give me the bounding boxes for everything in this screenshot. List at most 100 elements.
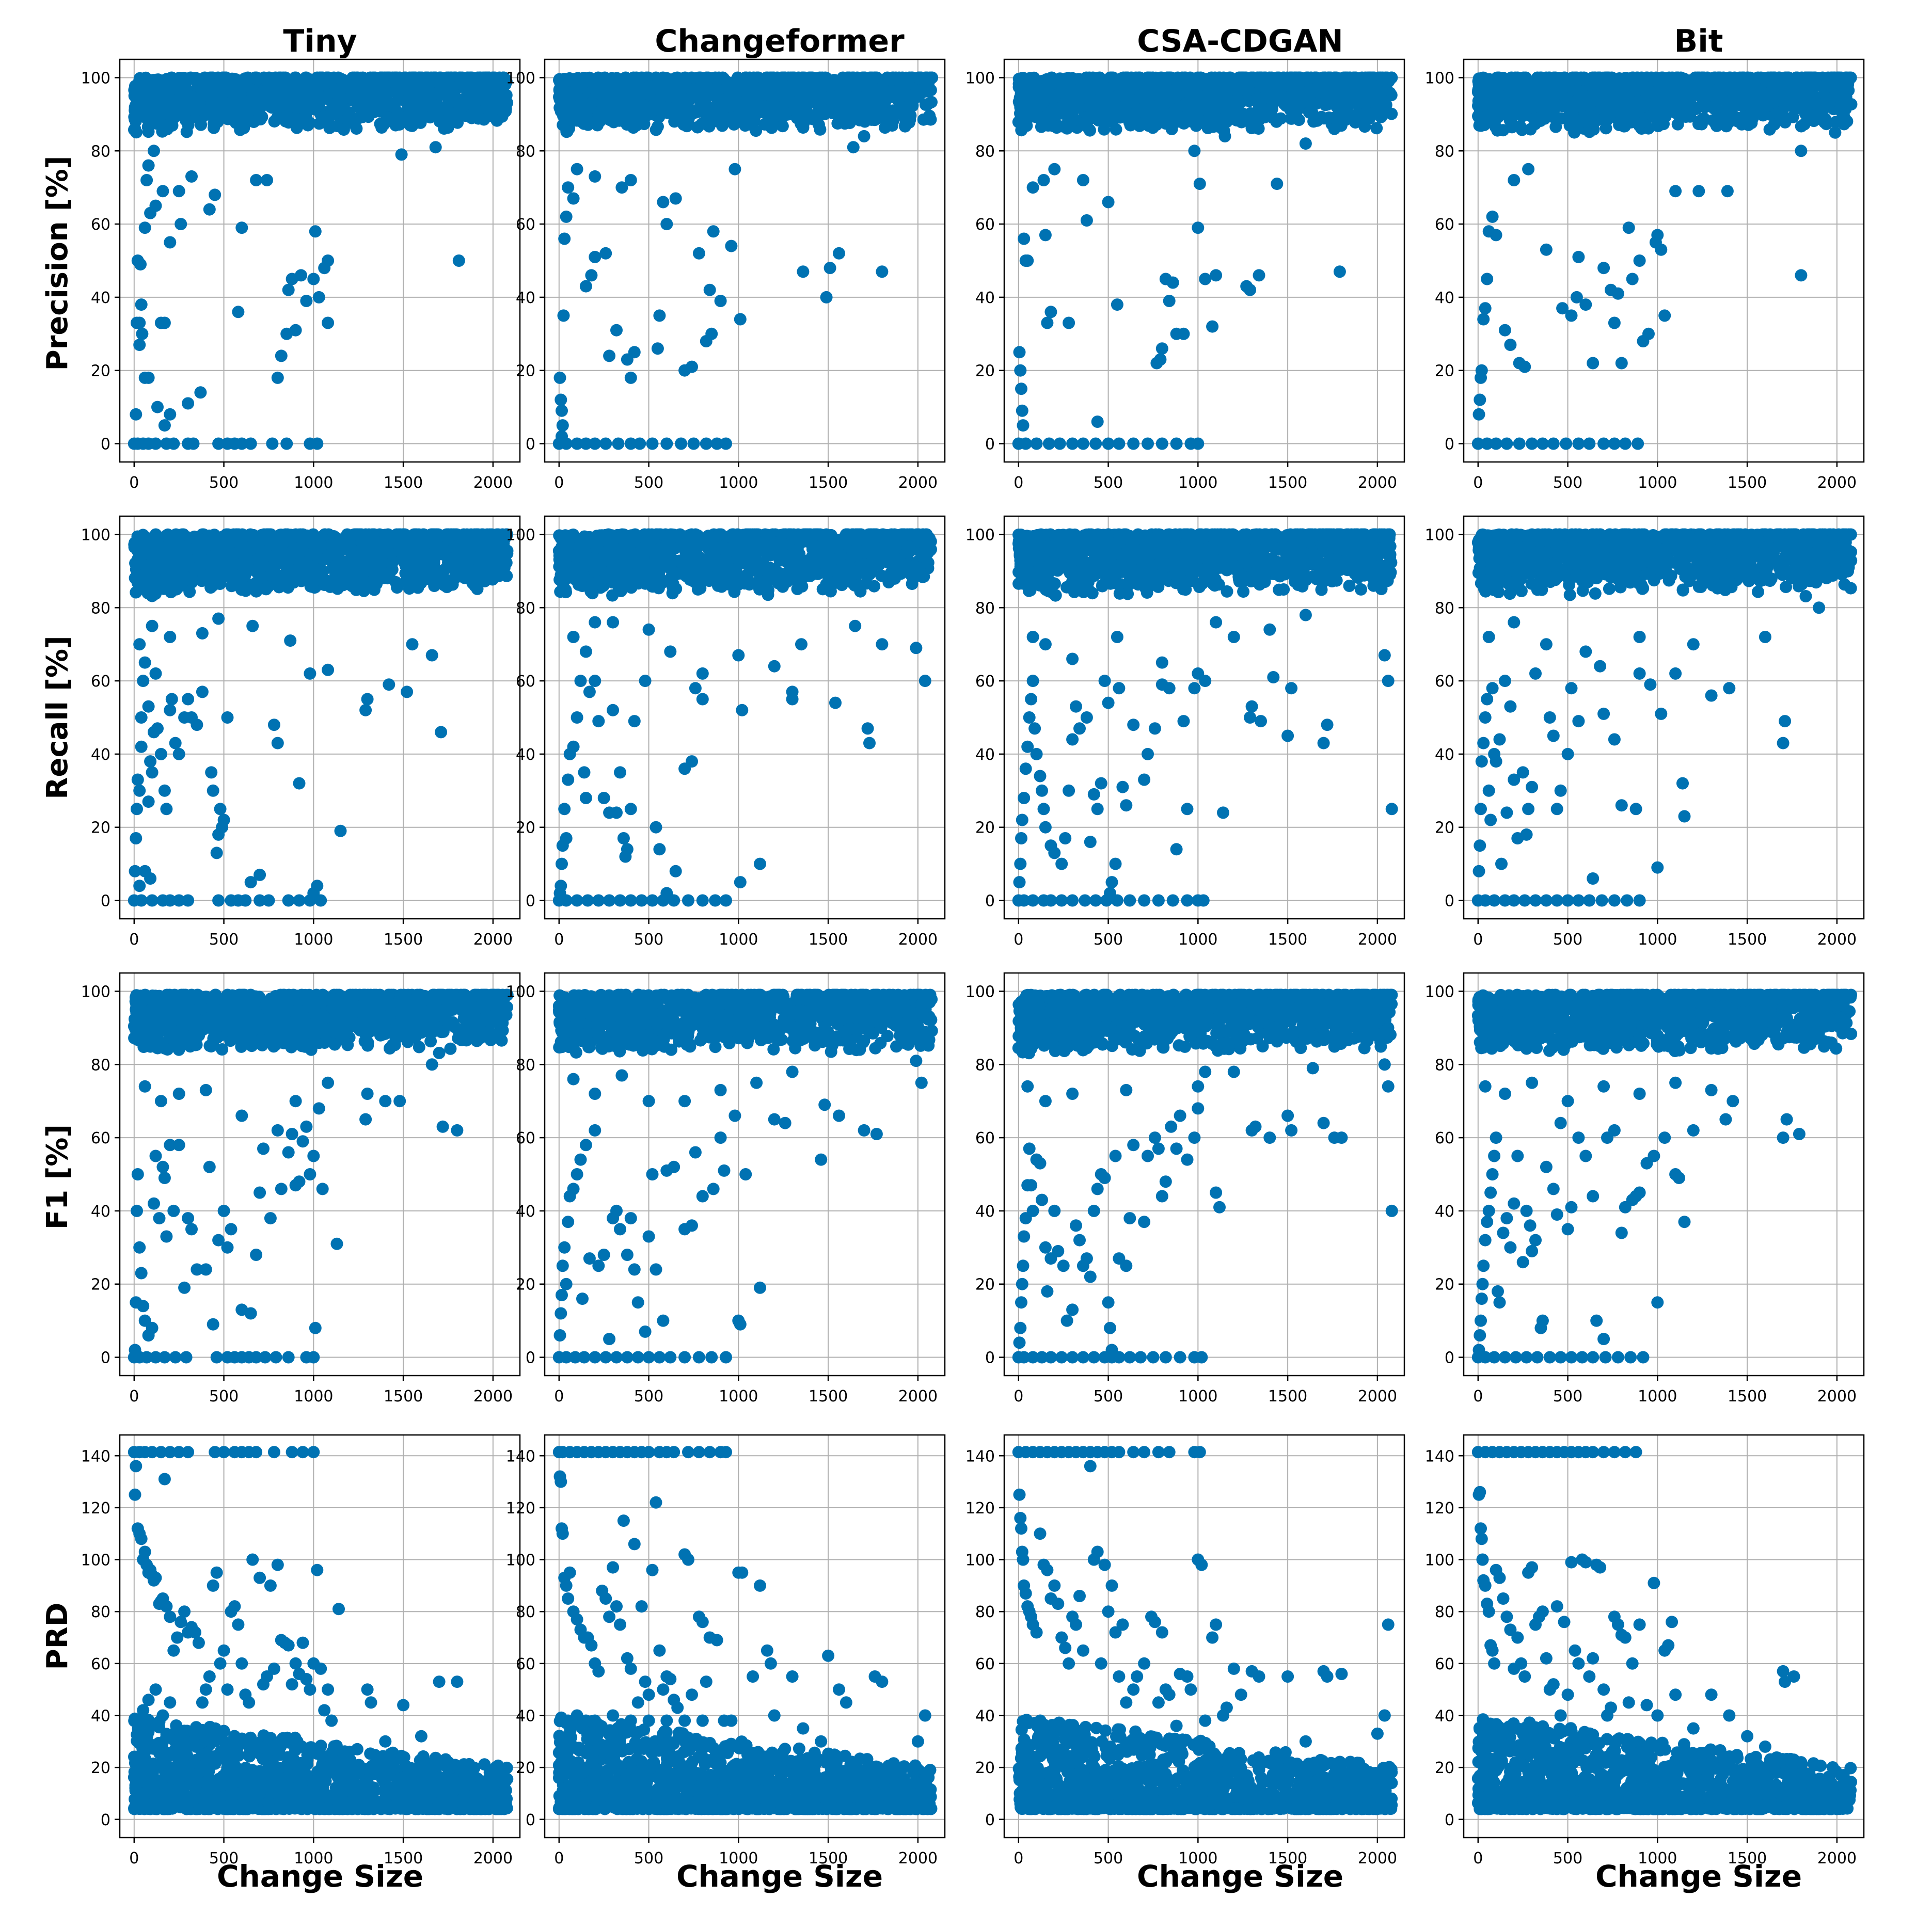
data-point [805, 72, 818, 84]
data-point [1111, 298, 1123, 311]
data-point [1255, 72, 1268, 84]
data-point [646, 438, 659, 450]
row-label-recall: Recall [%] [41, 635, 74, 799]
data-point [275, 349, 288, 362]
data-point [1540, 244, 1553, 256]
data-point [1596, 103, 1609, 115]
data-point [1537, 438, 1549, 450]
data-point [1617, 84, 1629, 97]
data-point [1016, 405, 1028, 417]
data-point [559, 75, 572, 87]
data-point [424, 111, 436, 123]
data-point [1845, 98, 1858, 110]
data-point [1612, 288, 1624, 300]
data-point [1110, 123, 1122, 136]
data-point [300, 295, 312, 307]
data-point [653, 309, 666, 322]
data-point [900, 89, 912, 102]
y-tick-label: 20 [975, 362, 995, 380]
data-point [1138, 106, 1150, 118]
y-tick-label: 100 [81, 69, 110, 87]
panel-1-1: 0 500 1000 1500 2000020406080100 [81, 59, 520, 492]
data-point [1768, 72, 1780, 84]
data-point [1077, 174, 1089, 186]
data-point [1820, 77, 1833, 90]
data-point [718, 73, 730, 85]
data-point [1655, 244, 1667, 256]
data-point [1353, 108, 1366, 120]
data-point [1035, 121, 1048, 133]
data-point [1166, 123, 1178, 135]
data-point [232, 306, 244, 318]
data-point [1608, 438, 1621, 450]
data-point [556, 430, 568, 442]
data-point [1031, 438, 1043, 450]
data-point [161, 73, 173, 85]
data-point [1500, 438, 1513, 450]
data-point [1651, 75, 1664, 87]
data-point [1054, 438, 1066, 450]
data-point [632, 115, 645, 127]
x-tick-label: 500 [209, 474, 239, 492]
data-point [266, 76, 279, 89]
data-point [1014, 364, 1026, 377]
column-title-2: Changeformer [655, 23, 905, 59]
data-point [282, 284, 295, 296]
panel-1-4: 0 500 1000 1500 2000020406080100 [1425, 59, 1864, 492]
data-point [291, 92, 303, 104]
data-point [1474, 394, 1486, 406]
data-point [1504, 339, 1516, 351]
data-point [1547, 438, 1560, 450]
x-tick-label: 0 [554, 474, 564, 492]
data-point [833, 247, 845, 260]
data-point [562, 181, 574, 194]
data-point [750, 124, 762, 137]
data-point [231, 107, 243, 120]
data-point [1801, 114, 1814, 126]
data-point [1490, 229, 1502, 241]
data-point [428, 87, 440, 100]
data-point [235, 221, 248, 234]
x-tick-label: 1000 [294, 474, 333, 492]
data-point [1597, 262, 1610, 274]
data-point [1161, 108, 1174, 121]
y-tick-label: 0 [526, 436, 535, 454]
data-point [1098, 123, 1111, 136]
y-tick-label: 100 [1425, 69, 1454, 87]
data-point [558, 309, 570, 322]
data-point [574, 81, 586, 93]
data-point [357, 72, 369, 84]
data-point [603, 349, 615, 362]
data-point [1819, 113, 1831, 125]
data-point [1587, 357, 1599, 370]
data-point [723, 93, 735, 106]
data-point [1572, 438, 1585, 450]
data-point [824, 262, 836, 274]
x-axis-label-3: Change Size [1137, 1859, 1343, 1894]
data-point [700, 438, 712, 450]
data-point [1199, 273, 1211, 285]
data-point [1014, 91, 1026, 104]
data-point [1750, 72, 1763, 85]
column-title-3: CSA-CDGAN [1137, 23, 1343, 59]
data-point [1309, 72, 1321, 84]
data-point [1619, 438, 1632, 450]
y-tick-label: 40 [516, 289, 535, 307]
y-tick-label: 60 [1435, 216, 1454, 234]
data-point [556, 405, 568, 417]
data-point [1708, 85, 1721, 97]
data-point [901, 101, 913, 113]
data-point [832, 109, 845, 121]
data-point [1834, 103, 1846, 116]
data-point [1555, 112, 1567, 124]
data-point [167, 438, 180, 450]
data-point [164, 408, 176, 421]
data-point [686, 361, 698, 373]
data-point [173, 185, 185, 197]
y-tick-label: 80 [91, 142, 110, 161]
data-point [1758, 95, 1770, 107]
data-point [272, 372, 284, 384]
data-point [1634, 254, 1646, 267]
y-tick-label: 20 [1435, 362, 1454, 380]
